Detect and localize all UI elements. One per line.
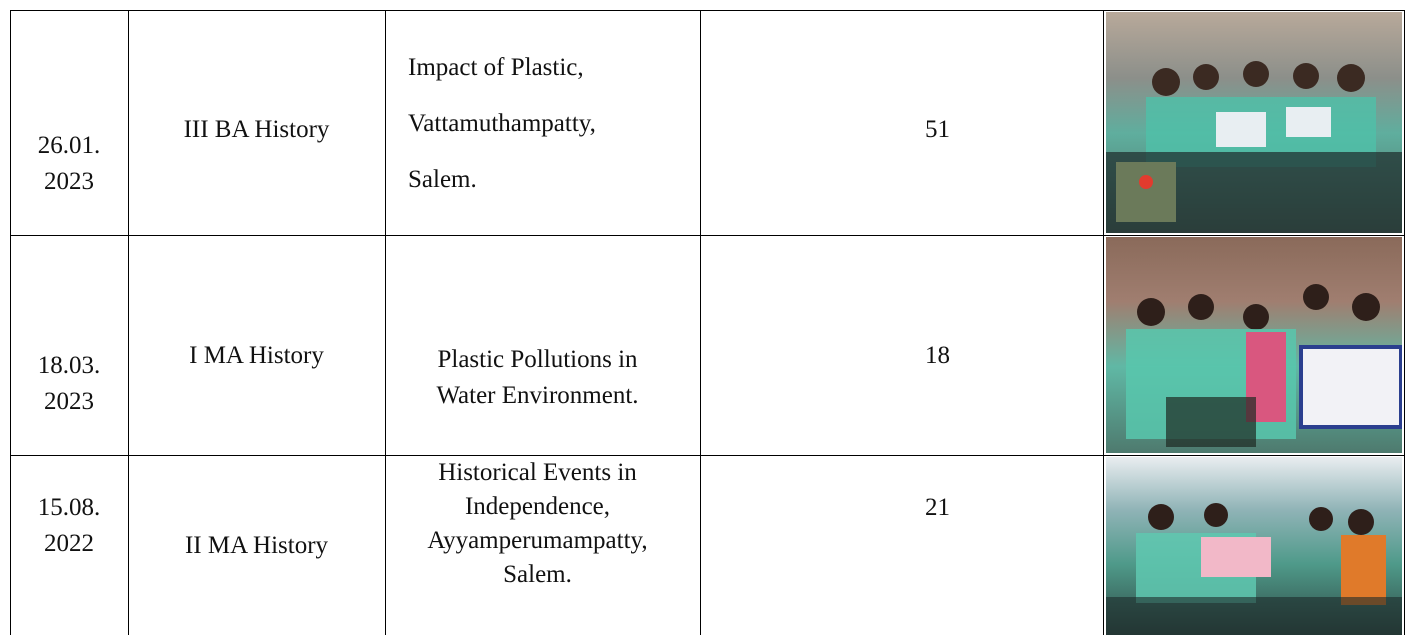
participants: 51 — [925, 116, 950, 143]
row-divider — [10, 235, 1404, 236]
table-border — [10, 10, 1404, 11]
event-photo — [1106, 457, 1402, 635]
photo-content — [1106, 61, 1402, 233]
row-divider — [10, 455, 1404, 456]
class: II MA History — [184, 532, 329, 559]
photo-content — [1106, 503, 1402, 635]
photo-content — [1126, 284, 1402, 447]
participants: 18 — [925, 342, 950, 369]
event-photo — [1106, 12, 1402, 233]
participants: 21 — [925, 494, 950, 521]
topic: Historical Events in Independence, Ayyam… — [427, 459, 648, 588]
event-photo — [1106, 237, 1402, 453]
column-divider — [1103, 10, 1104, 635]
date: 18.03. 2023 — [37, 352, 101, 415]
topic: Impact of Plastic, Vattamuthampatty, Sal… — [408, 54, 596, 193]
class: III BA History — [183, 116, 330, 143]
column-divider — [385, 10, 386, 635]
class: I MA History — [189, 342, 324, 369]
column-divider — [10, 10, 11, 635]
column-divider — [128, 10, 129, 635]
date: 26.01. 2023 — [37, 132, 101, 195]
column-divider — [700, 10, 701, 635]
date: 15.08. 2022 — [37, 494, 101, 557]
column-divider — [1404, 10, 1405, 635]
topic: Plastic Pollutions in Water Environment. — [436, 346, 639, 409]
